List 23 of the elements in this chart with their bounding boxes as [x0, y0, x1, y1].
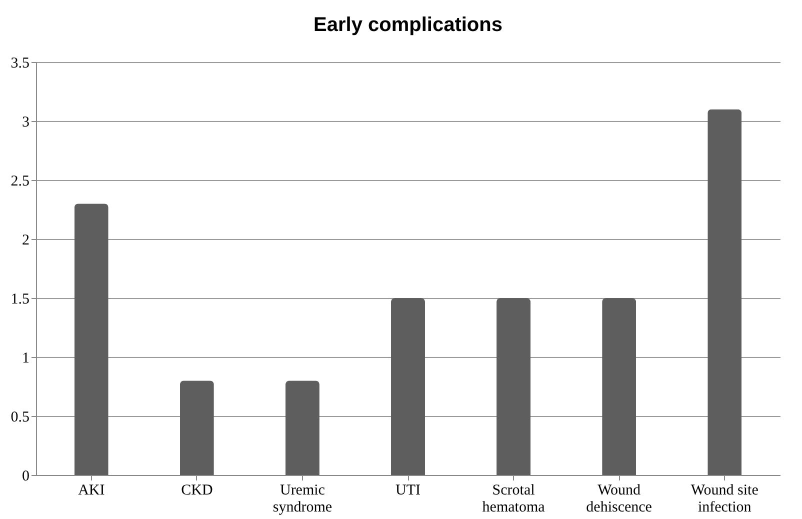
bar	[602, 298, 636, 475]
y-tick-label: 3.5	[10, 56, 30, 72]
y-tick-label: 1.5	[10, 292, 30, 308]
bar	[180, 380, 214, 475]
y-tick-label: 3	[22, 114, 30, 130]
x-tick-label: CKD	[181, 482, 213, 498]
y-tick-label: 0	[22, 468, 30, 484]
y-tick-label: 2.5	[10, 174, 30, 190]
y-tick-label: 1	[22, 350, 30, 366]
bar	[285, 380, 320, 475]
bar	[708, 109, 742, 475]
x-tick-label: AKI	[78, 482, 105, 498]
x-tick-label: Uremic syndrome	[272, 482, 332, 516]
chart-title: Early complications	[314, 14, 502, 36]
y-tick-label: 0.5	[10, 410, 30, 426]
bar	[391, 298, 425, 475]
x-tick-label: Wound site infection	[690, 482, 759, 516]
bar	[74, 204, 108, 475]
x-tick-label: UTI	[396, 482, 420, 498]
x-tick-label: Wound dehiscence	[586, 482, 652, 516]
x-tick-label: Scrotal hematoma	[482, 482, 546, 516]
y-tick-label: 2	[22, 232, 30, 248]
bar	[496, 298, 531, 475]
